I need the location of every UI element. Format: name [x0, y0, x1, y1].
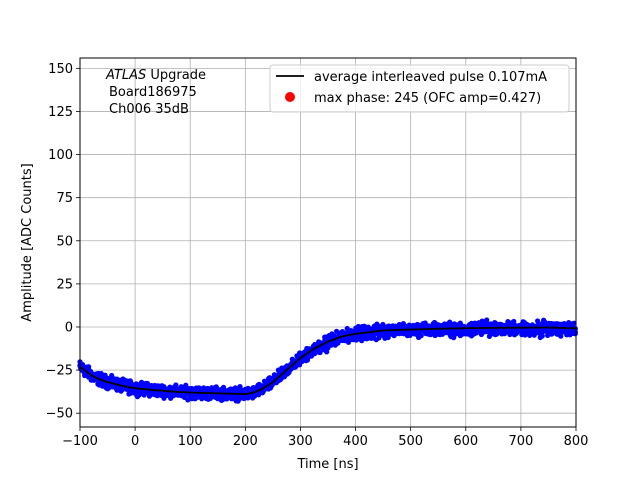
data-point [571, 320, 577, 326]
x-tick-label: 100 [178, 434, 203, 449]
legend-entry-max-phase: max phase: 245 (OFC amp=0.427) [314, 91, 541, 106]
average-pulse-series [79, 326, 577, 396]
x-tick-label: 300 [288, 434, 313, 449]
y-tick-label: 150 [48, 62, 73, 77]
x-tick-label: −100 [62, 434, 98, 449]
y-tick-label: 50 [56, 234, 73, 249]
data-point [572, 331, 578, 337]
legend-entry-average-pulse: average interleaved pulse 0.107mA [314, 70, 547, 85]
x-tick-label: 700 [508, 434, 533, 449]
channel-label: Ch006 35dB [109, 102, 189, 117]
legend: average interleaved pulse 0.107mA max ph… [269, 64, 570, 113]
y-tick-label: 125 [48, 105, 73, 120]
x-tick-label: 600 [453, 434, 478, 449]
y-tick-label: 75 [56, 191, 73, 206]
y-axis-label: Amplitude [ADC Counts] [20, 163, 35, 321]
x-tick-label: 0 [131, 434, 139, 449]
x-axis-label: Time [ns] [296, 457, 358, 472]
data-point [173, 382, 179, 388]
data-point [539, 333, 545, 339]
y-tick-label: 100 [48, 148, 73, 163]
data-point [418, 333, 424, 339]
y-axis: −50 −25 0 25 50 75 100 125 150 [46, 62, 80, 422]
plot-frame [79, 57, 577, 428]
atlas-annotation: ATLAS Upgrade Board186975 Ch006 35dB [105, 68, 206, 117]
legend-marker-swatch [285, 92, 295, 102]
y-tick-label: 25 [56, 277, 73, 292]
svg-text:ATLAS Upgrade: ATLAS Upgrade [105, 68, 206, 83]
y-tick-label: −50 [46, 407, 73, 422]
x-tick-label: 400 [343, 434, 368, 449]
atlas-label: ATLAS [105, 68, 146, 83]
average-pulse-line [79, 326, 577, 396]
data-point [558, 333, 564, 339]
legend-frame [269, 64, 570, 113]
board-label: Board186975 [109, 85, 197, 100]
upgrade-label: Upgrade [146, 68, 206, 83]
y-tick-label: 0 [65, 320, 73, 335]
x-tick-label: 800 [564, 434, 589, 449]
data-point [334, 328, 340, 334]
data-point [535, 318, 541, 324]
y-tick-label: −25 [46, 364, 73, 379]
data-point [324, 349, 330, 355]
x-tick-label: 200 [233, 434, 258, 449]
x-axis: −100 0 100 200 300 400 500 600 700 800 [62, 427, 588, 449]
data-point [317, 349, 323, 356]
x-tick-label: 500 [398, 434, 423, 449]
